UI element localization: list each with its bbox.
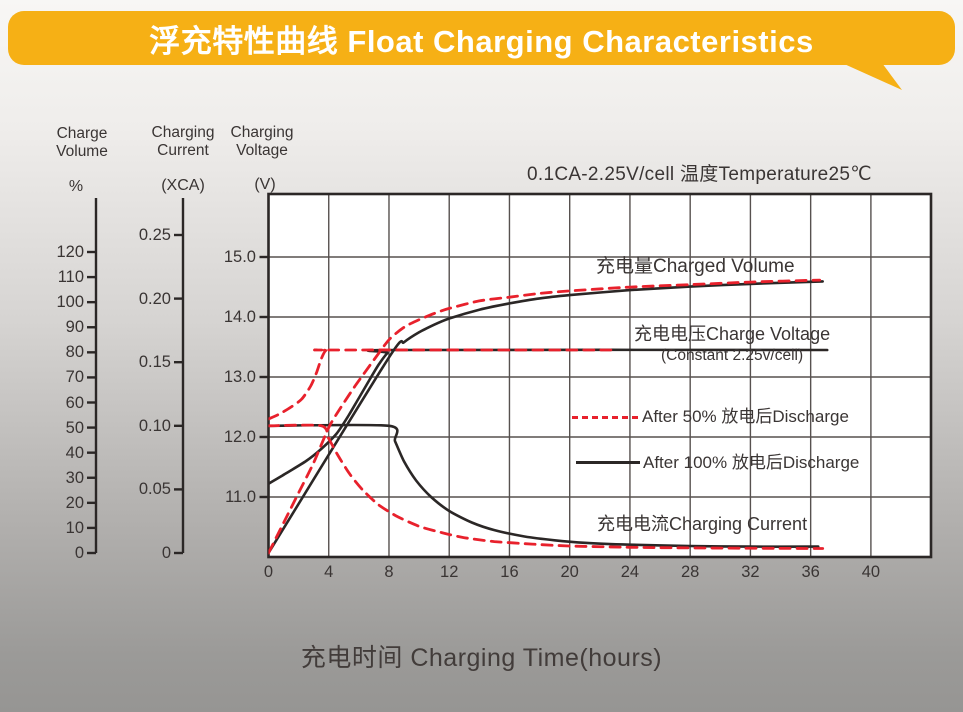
test-condition-label: 0.1CA-2.25V/cell 温度Temperature25℃ — [527, 164, 872, 185]
charging-current-label: 充电电流Charging Current — [597, 514, 808, 534]
volume-axis-tick-label: 110 — [57, 268, 84, 287]
legend-100-label: After 100% 放电后Discharge — [643, 453, 860, 472]
charge-voltage-50-discharge-curve — [268, 348, 614, 421]
legend-50-label: After 50% 放电后Discharge — [642, 407, 849, 426]
volume-axis-tick-label: 0 — [74, 544, 84, 562]
x-axis-title: 充电时间 Charging Time(hours) — [300, 644, 663, 672]
voltage-axis-tick-label: 11.0 — [225, 488, 256, 506]
x-axis-tick-label: 16 — [500, 563, 519, 581]
x-axis-tick-label: 40 — [861, 563, 881, 581]
x-axis-tick-label: 8 — [384, 563, 394, 581]
volume-axis-unit: % — [68, 178, 84, 195]
axes — [87, 198, 269, 555]
charged-volume-100-discharge-curve — [268, 280, 824, 555]
volume-axis-tick-label: 90 — [65, 318, 84, 337]
banner-tail-pointer — [842, 63, 902, 90]
charged-volume-50-discharge-curve — [268, 278, 822, 555]
volume-axis-tick-label: 50 — [65, 418, 84, 437]
x-axis-tick-label: 24 — [620, 563, 640, 581]
plot-grid — [268, 194, 931, 557]
current-axis-tick-label: 0.10 — [138, 416, 171, 435]
legend-100-line-sample — [576, 461, 640, 464]
voltage-axis-tick-label: 13.0 — [223, 368, 256, 386]
current-axis-tick-label: 0.15 — [138, 353, 171, 372]
volume-axis-tick-label: 60 — [65, 393, 84, 412]
volume-axis-tick-label: 70 — [65, 368, 84, 387]
x-axis-tick-label: 12 — [440, 563, 459, 581]
current-axis-tick-label: 0 — [161, 544, 171, 562]
volume-axis-tick-label: 30 — [65, 468, 84, 487]
plot-border — [267, 192, 933, 559]
title-banner: 浮充特性曲线 Float Charging Characteristics — [8, 11, 955, 65]
page-title: 浮充特性曲线 Float Charging Characteristics — [149, 23, 814, 59]
current-axis-tick-label: 0.25 — [138, 226, 171, 244]
voltage-axis-tick-label: 15.0 — [223, 248, 256, 266]
current-axis-header: Charging Current — [151, 124, 215, 159]
volume-axis-tick-label: 80 — [65, 343, 84, 362]
x-axis-tick-label: 4 — [324, 563, 334, 581]
volume-axis-tick-label: 100 — [56, 293, 84, 312]
volume-axis-tick-label: 40 — [65, 443, 84, 462]
x-axis-tick-label: 20 — [560, 563, 579, 581]
charge-voltage-sub-label: (Constant 2.25v/cell) — [661, 347, 804, 364]
voltage-axis-unit: (V) — [254, 176, 276, 193]
legend-50-line-sample — [572, 416, 639, 419]
current-axis-tick-label: 0.05 — [138, 480, 171, 499]
voltage-axis-header: Charging Voltage — [230, 124, 294, 159]
charge-voltage-label: 充电电压Charge Voltage — [634, 324, 831, 344]
volume-axis-tick-label: 20 — [65, 493, 84, 512]
voltage-axis-tick-label: 14.0 — [223, 308, 256, 326]
charged-volume-label: 充电量Charged Volume — [596, 256, 795, 277]
volume-axis-header: Charge Volume — [56, 125, 108, 160]
charging-current-50-discharge-curve — [268, 423, 825, 550]
x-axis-tick-label: 32 — [741, 563, 760, 581]
voltage-axis-tick-label: 12.0 — [223, 428, 256, 446]
current-axis-unit: (XCA) — [161, 177, 205, 194]
x-axis-tick-label: 0 — [263, 563, 274, 581]
current-axis-tick-label: 0.20 — [138, 289, 171, 308]
curves — [268, 278, 829, 555]
charging-current-100-discharge-curve — [268, 423, 820, 548]
x-axis-tick-label: 28 — [680, 563, 700, 581]
volume-axis-tick-label: 120 — [56, 243, 84, 261]
x-axis-tick-label: 36 — [801, 563, 820, 581]
plot-background — [268, 194, 931, 557]
volume-axis-tick-label: 10 — [65, 518, 84, 537]
